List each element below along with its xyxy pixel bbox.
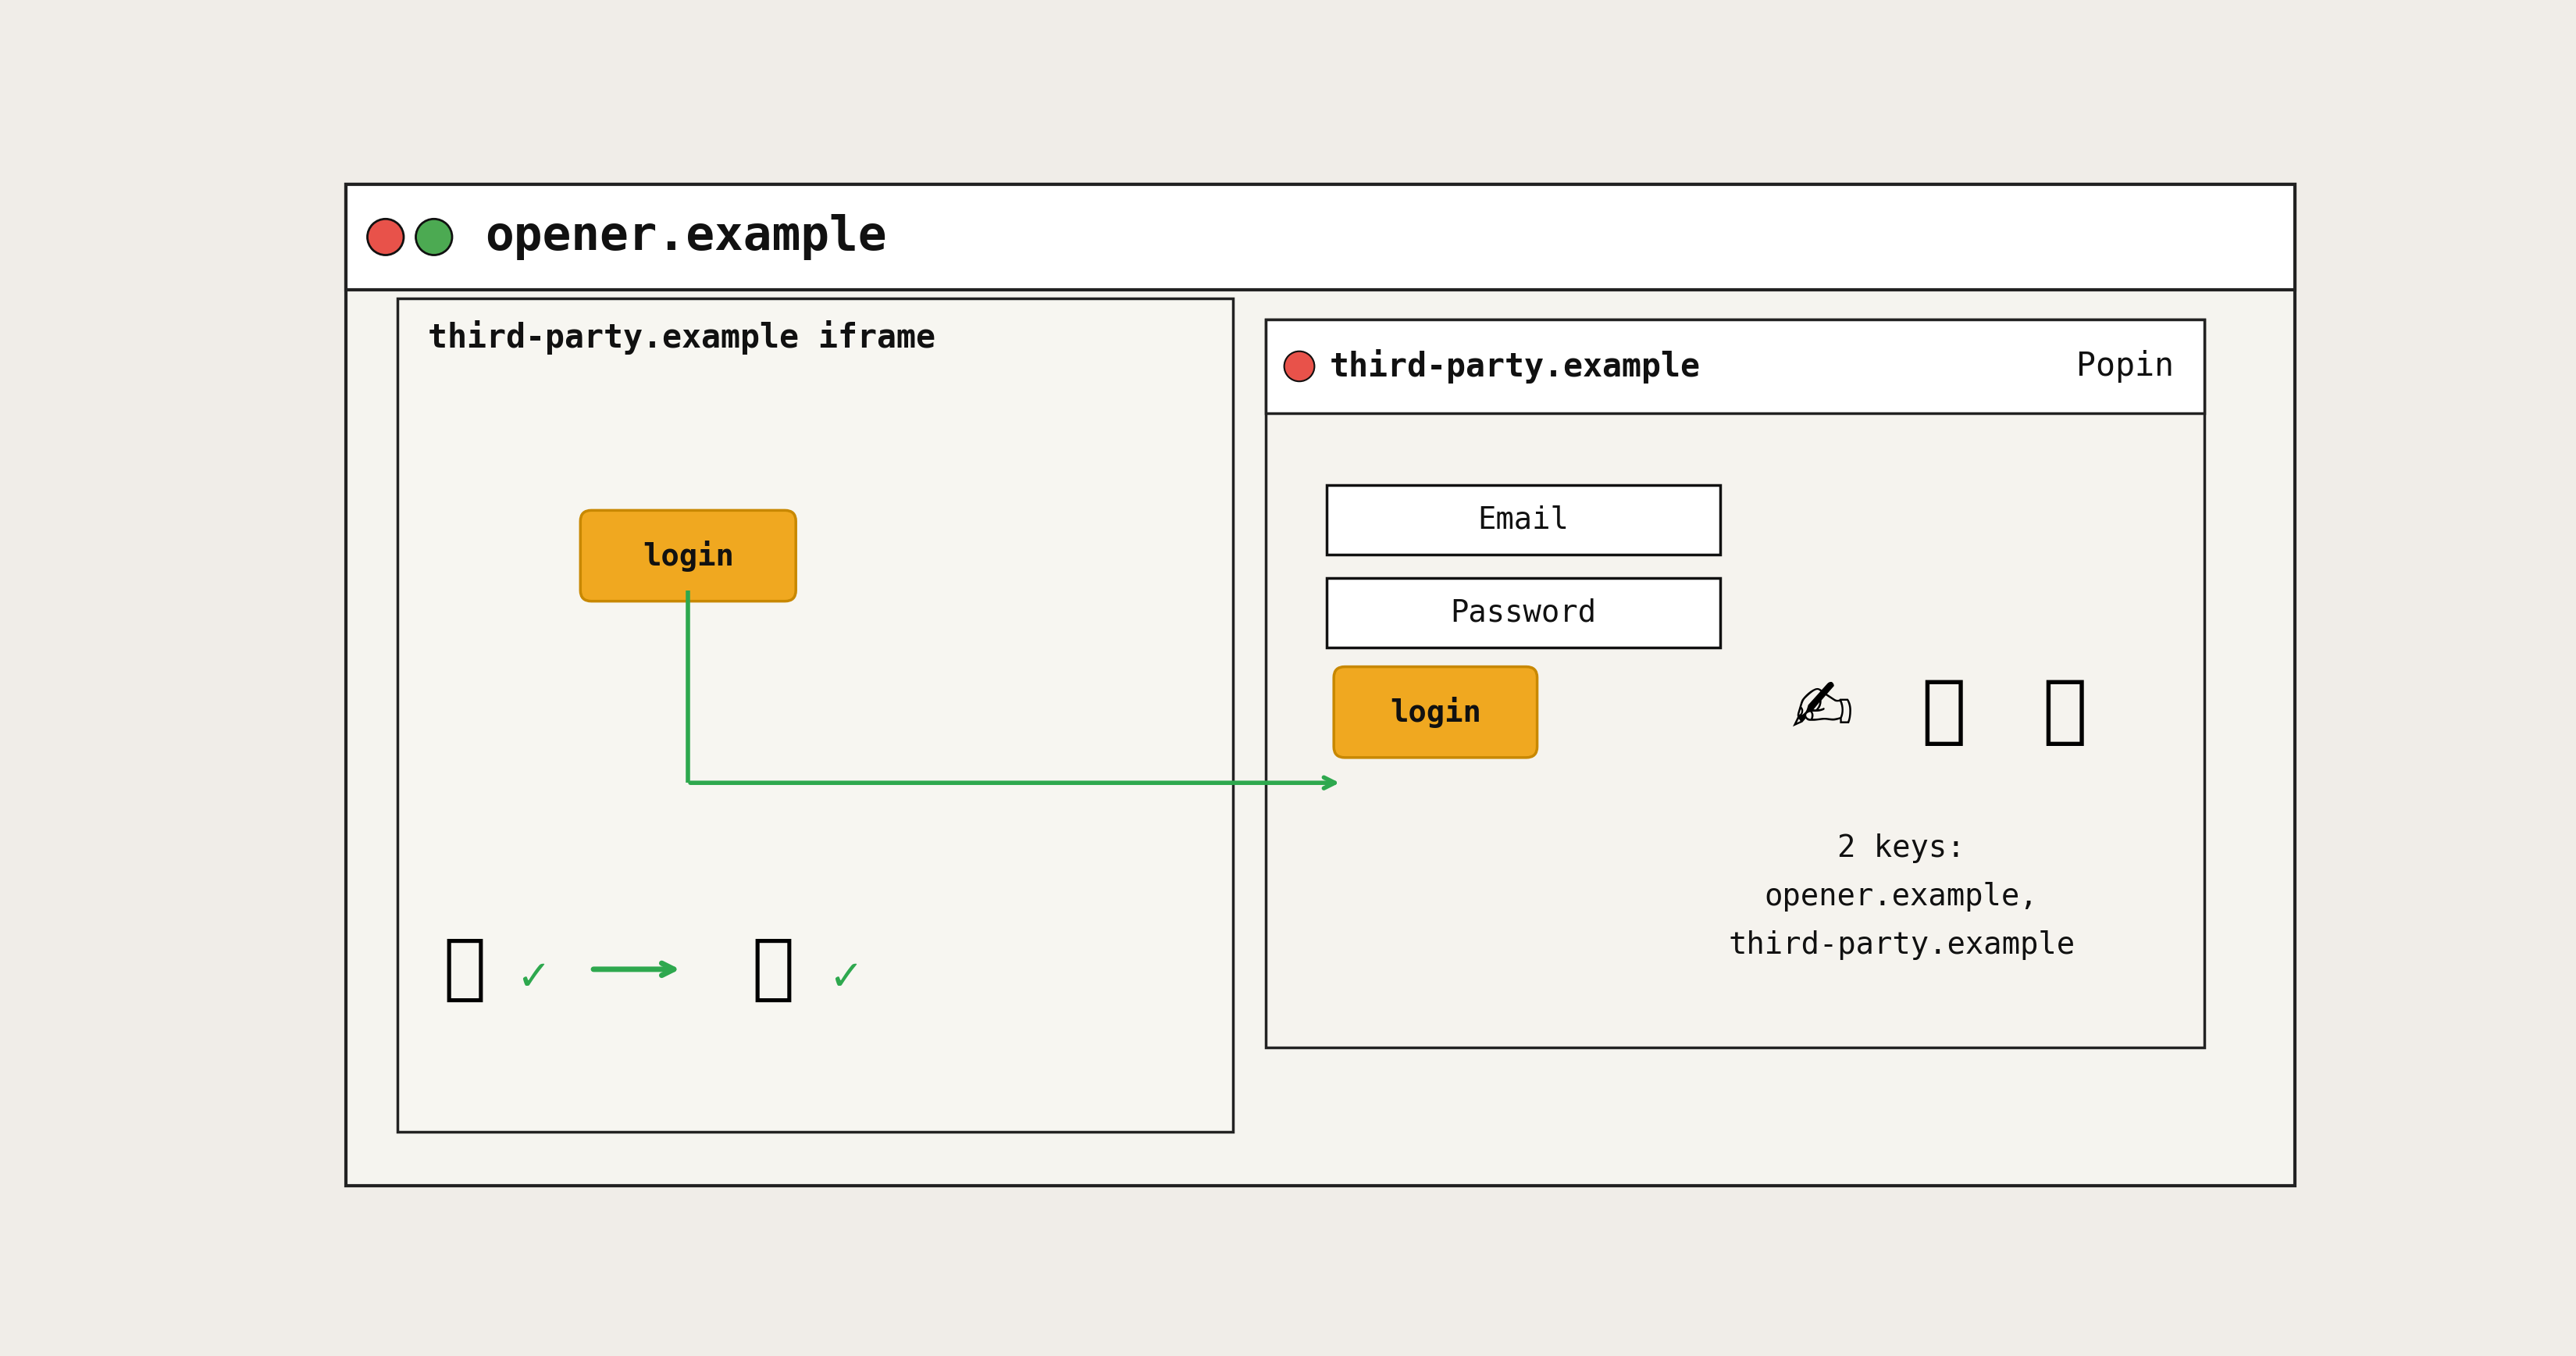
Text: opener.example: opener.example (484, 214, 886, 260)
Text: Password: Password (1450, 598, 1597, 628)
FancyBboxPatch shape (345, 184, 2295, 1185)
FancyBboxPatch shape (1334, 667, 1538, 758)
Circle shape (368, 218, 404, 255)
Circle shape (1285, 351, 1314, 381)
Text: 2 keys:
opener.example,
third-party.example: 2 keys: opener.example, third-party.exam… (1728, 834, 2074, 960)
Text: login: login (1391, 697, 1481, 728)
Circle shape (415, 218, 453, 255)
FancyBboxPatch shape (345, 184, 2295, 290)
Text: 🍪: 🍪 (1922, 675, 1965, 749)
FancyBboxPatch shape (1327, 578, 1721, 648)
Text: Email: Email (1479, 504, 1569, 534)
Text: 🔑: 🔑 (443, 934, 487, 1005)
FancyBboxPatch shape (1327, 485, 1721, 555)
Text: ✓: ✓ (827, 957, 863, 998)
FancyBboxPatch shape (397, 298, 1234, 1132)
FancyBboxPatch shape (1265, 320, 2205, 414)
Text: 🍪: 🍪 (752, 934, 793, 1005)
FancyBboxPatch shape (1265, 320, 2205, 1047)
Text: ✍️: ✍️ (1790, 675, 1855, 749)
Text: 🔑: 🔑 (2043, 675, 2087, 749)
Text: third-party.example: third-party.example (1329, 348, 1700, 384)
FancyBboxPatch shape (580, 510, 796, 601)
Text: ✓: ✓ (518, 957, 551, 998)
Text: Popin: Popin (2076, 350, 2174, 382)
Text: login: login (641, 540, 734, 571)
Text: third-party.example iframe: third-party.example iframe (428, 320, 935, 355)
